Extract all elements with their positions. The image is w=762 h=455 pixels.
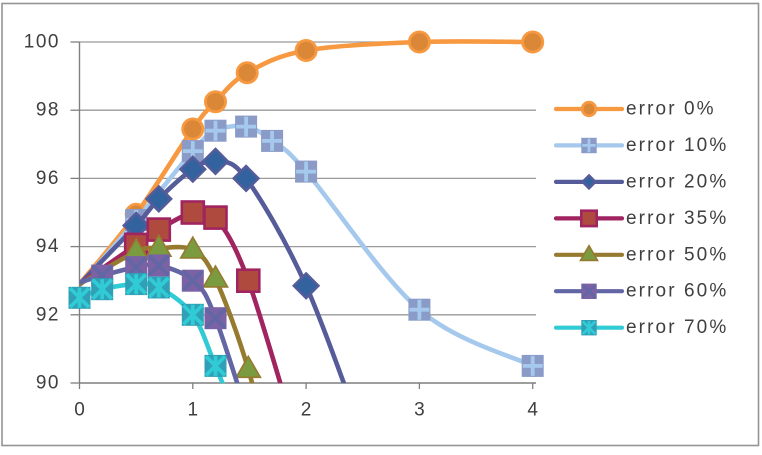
svg-text:92: 92	[36, 304, 60, 325]
svg-text:90: 90	[36, 373, 60, 394]
svg-text:4: 4	[527, 400, 538, 421]
svg-text:error 35%: error 35%	[626, 208, 728, 229]
svg-text:1: 1	[188, 400, 199, 421]
svg-text:error 70%: error 70%	[626, 317, 728, 338]
svg-text:94: 94	[36, 236, 60, 257]
svg-text:2: 2	[301, 400, 312, 421]
svg-text:error 20%: error 20%	[626, 171, 728, 192]
svg-text:98: 98	[36, 100, 60, 121]
svg-text:100: 100	[24, 32, 60, 53]
svg-text:error 60%: error 60%	[626, 281, 728, 302]
svg-text:error 0%: error 0%	[626, 99, 716, 120]
svg-text:3: 3	[414, 400, 425, 421]
svg-text:0: 0	[74, 400, 85, 421]
svg-text:96: 96	[36, 168, 60, 189]
svg-text:error 10%: error 10%	[626, 135, 728, 156]
svg-text:error 50%: error 50%	[626, 244, 728, 265]
